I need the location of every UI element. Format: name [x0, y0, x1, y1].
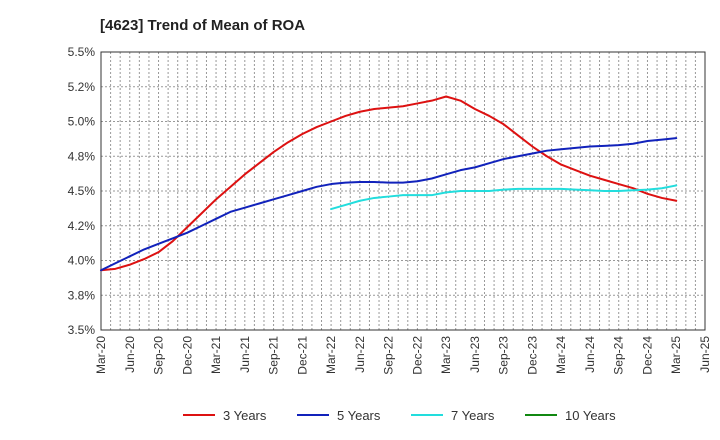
x-tick-label: Mar-20	[94, 336, 108, 374]
series-lines	[100, 95, 678, 272]
y-tick-label: 4.0%	[68, 254, 96, 268]
x-tick-label: Dec-20	[180, 336, 194, 375]
y-tick-label: 5.2%	[68, 80, 96, 94]
y-tick-label: 5.0%	[68, 115, 96, 129]
x-tick-label: Dec-22	[410, 336, 424, 375]
x-tick-label: Sep-20	[152, 336, 166, 375]
series-line-3-years	[100, 95, 678, 272]
x-tick-label: Jun-25	[698, 336, 712, 373]
y-tick-label: 5.5%	[68, 45, 96, 59]
x-tick-label: Mar-24	[554, 336, 568, 374]
x-tick-label: Jun-20	[123, 336, 137, 373]
x-tick-label: Jun-23	[468, 336, 482, 373]
legend-label: 5 Years	[337, 408, 381, 423]
x-tick-label: Jun-22	[353, 336, 367, 373]
y-tick-label: 4.5%	[68, 184, 96, 198]
x-tick-label: Mar-22	[324, 336, 338, 374]
x-tick-label: Mar-23	[439, 336, 453, 374]
legend-label: 7 Years	[451, 408, 495, 423]
x-tick-label: Sep-24	[612, 336, 626, 375]
y-axis-ticks: 3.5% 3.8% 4.0% 4.2% 4.5% 4.8% 5.0% 5.2% 5.5%	[68, 45, 96, 337]
legend-label: 3 Years	[223, 408, 267, 423]
series-line-5-years	[100, 137, 678, 272]
y-tick-label: 3.8%	[68, 288, 96, 302]
x-tick-label: Mar-21	[209, 336, 223, 374]
x-tick-label: Sep-23	[497, 336, 511, 375]
x-tick-label: Sep-22	[382, 336, 396, 375]
legend-label: 10 Years	[565, 408, 616, 423]
x-tick-label: Dec-23	[525, 336, 539, 375]
x-tick-label: Jun-24	[583, 336, 597, 373]
chart-title: [4623] Trend of Mean of ROA	[100, 17, 305, 34]
x-tick-label: Jun-21	[238, 336, 252, 373]
y-tick-label: 3.5%	[68, 323, 96, 337]
y-tick-label: 4.8%	[68, 149, 96, 163]
x-tick-label: Dec-24	[640, 336, 654, 375]
x-tick-label: Mar-25	[669, 336, 683, 374]
plot-frame	[100, 51, 706, 331]
x-tick-label: Dec-21	[295, 336, 309, 375]
x-axis-ticks: Mar-20 Jun-20 Sep-20 Dec-20 Mar-21 Jun-21 Sep-…	[94, 336, 712, 375]
legend: 3 Years 5 Years 7 Years 10 Years	[183, 408, 616, 423]
x-tick-label: Sep-21	[267, 336, 281, 375]
y-tick-label: 4.2%	[68, 219, 96, 233]
series-line-7-years	[330, 184, 678, 211]
